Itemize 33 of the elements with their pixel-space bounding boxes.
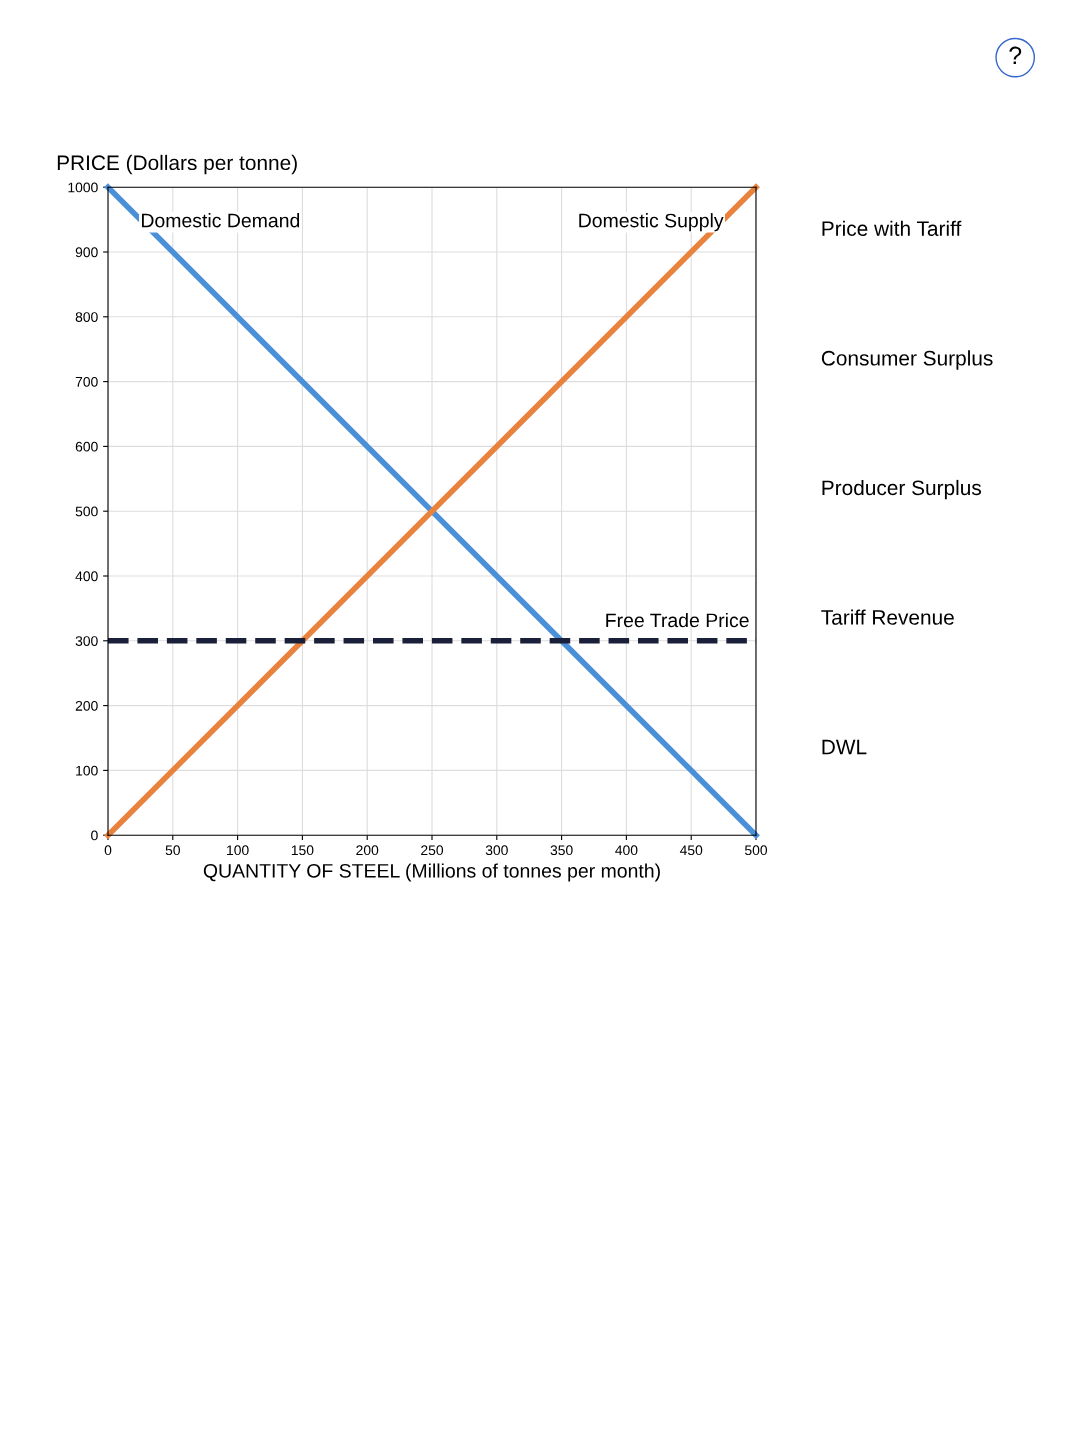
- x-tick-label: 350: [550, 845, 573, 856]
- x-tick-label: 50: [165, 845, 180, 856]
- y-tick-label: 700: [75, 376, 98, 387]
- y-tick-label: 800: [75, 312, 98, 322]
- y-tick-label: 200: [75, 700, 98, 711]
- x-tick-label: 0: [104, 845, 112, 856]
- y-tick-label: 500: [75, 506, 98, 517]
- y-axis-title: PRICE (Dollars per tonne): [57, 154, 297, 175]
- y-tick-label: 1000: [68, 182, 98, 193]
- x-tick-label: 450: [679, 845, 703, 856]
- x-tick-label: 500: [744, 845, 768, 856]
- text: DWL: [822, 739, 867, 755]
- x-tick-label: 100: [227, 845, 249, 856]
- x-tick-label: 400: [615, 845, 638, 856]
- text: Tariff Revenue: [821, 609, 954, 625]
- x-axis-title: QUANTITY OF STEEL (Millions of tonnes per month): [203, 863, 660, 882]
- text: Producer Surplus: [822, 479, 982, 500]
- x-tick-label: 150: [291, 845, 314, 856]
- y-tick-label: 600: [75, 441, 98, 452]
- y-tick-label: 300: [75, 636, 98, 646]
- text: Price with Tariff: [822, 220, 962, 236]
- series-label: Domestic Supply: [579, 213, 724, 232]
- y-tick-label: 400: [75, 571, 98, 582]
- text: Consumer Surplus: [821, 350, 993, 370]
- text: ?: [1009, 46, 1022, 65]
- x-tick-label: 300: [485, 845, 508, 856]
- ref-line-label: Free Trade Price: [606, 612, 749, 628]
- y-tick-label: 900: [75, 247, 98, 258]
- y-tick-label: 100: [76, 765, 98, 776]
- x-tick-label: 200: [356, 845, 379, 856]
- x-tick-label: 250: [421, 845, 444, 856]
- series-label: Domestic Demand: [142, 213, 300, 228]
- y-tick-label: 0: [91, 830, 98, 841]
